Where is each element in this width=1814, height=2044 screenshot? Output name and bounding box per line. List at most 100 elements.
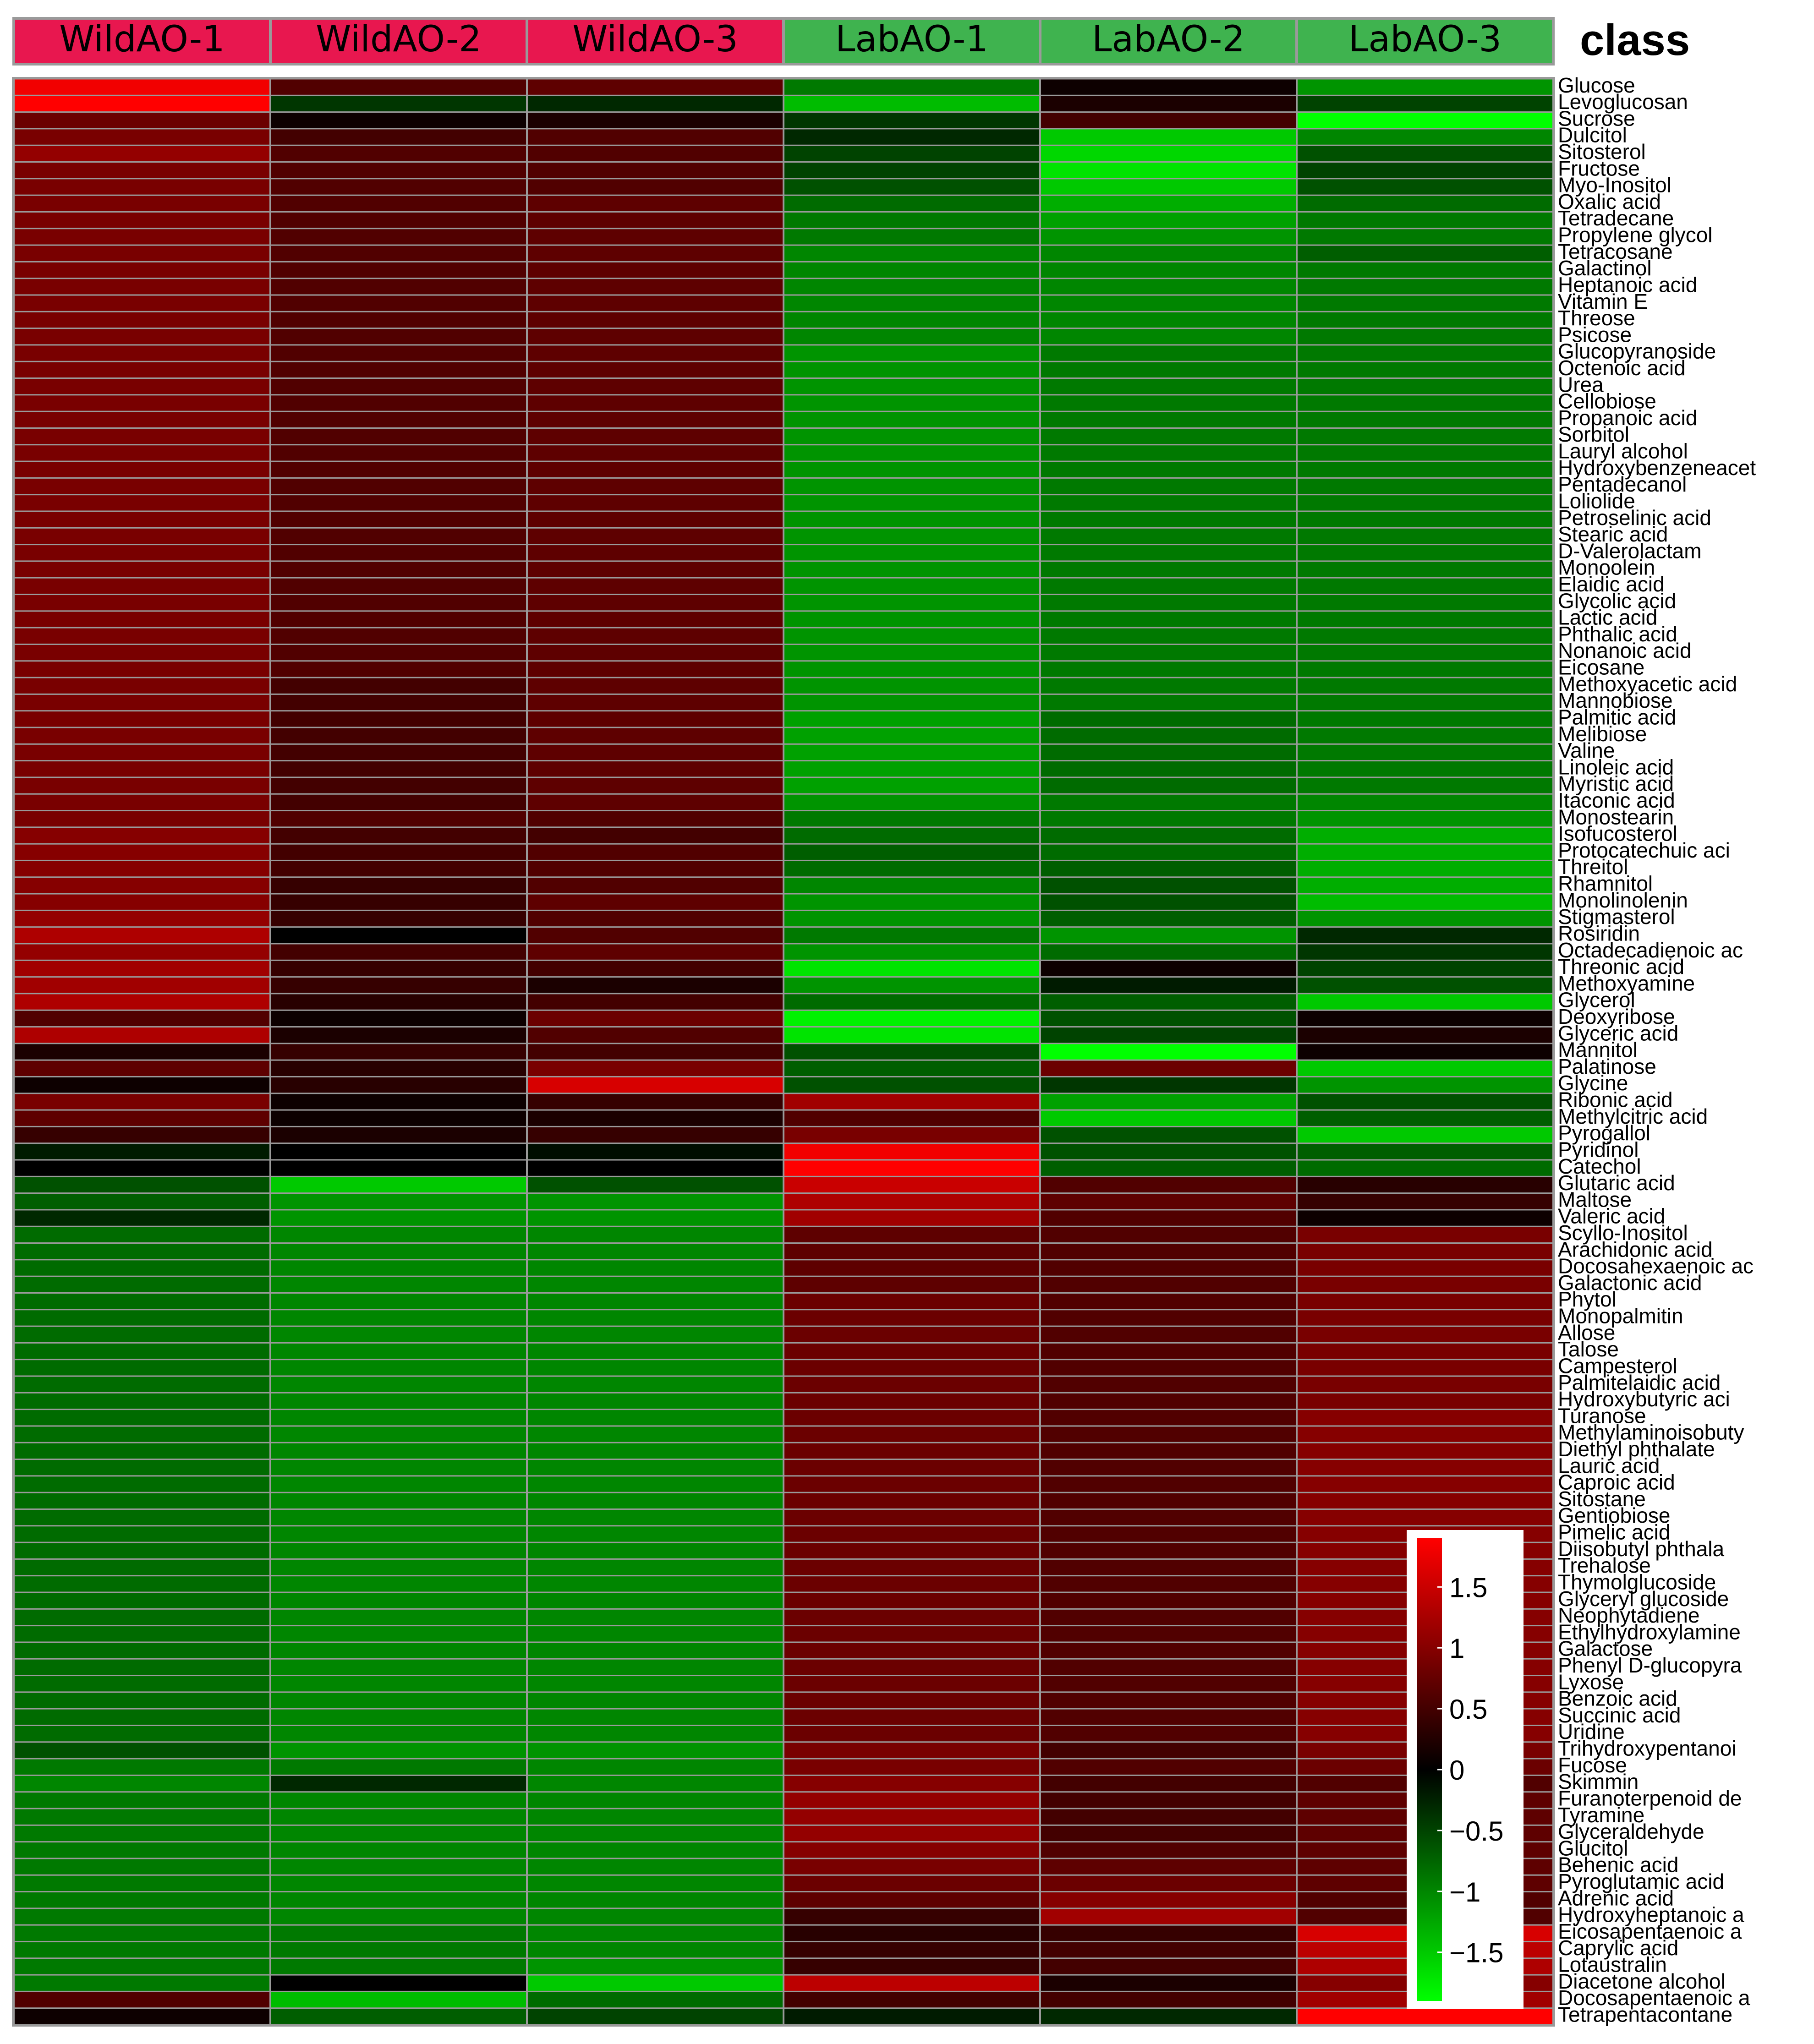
heatmap-cell [528, 1493, 783, 1508]
row-label: Octenoic acid [1558, 356, 1686, 380]
heatmap-cell [784, 129, 1039, 145]
heatmap-cell [1041, 412, 1296, 427]
heatmap-cell [1298, 345, 1552, 361]
heatmap-cell [271, 711, 526, 727]
heatmap-cell [1298, 911, 1552, 927]
heatmap-cell [528, 1726, 783, 1742]
heatmap-cell [271, 462, 526, 477]
heatmap-cell [784, 1693, 1039, 1708]
heatmap-cell [1041, 1177, 1296, 1193]
row-label: Sitosterol [1558, 140, 1646, 164]
row-label: Ethylhydroxylamine [1558, 1620, 1741, 1644]
row-label: Maltose [1558, 1187, 1632, 1211]
heatmap-cell [1041, 528, 1296, 544]
heatmap-cell [784, 528, 1039, 544]
heatmap-cell [1041, 1543, 1296, 1558]
heatmap-cell [271, 345, 526, 361]
heatmap-cell [1298, 163, 1552, 178]
heatmap-cell [271, 628, 526, 644]
heatmap-cell [528, 1643, 783, 1658]
heatmap-cell [1041, 1726, 1296, 1742]
heatmap-cell [784, 1177, 1039, 1193]
heatmap-cell [1041, 1842, 1296, 1858]
heatmap-cell [784, 1476, 1039, 1492]
heatmap-cell [784, 1094, 1039, 1109]
heatmap-cell [528, 1793, 783, 1808]
heatmap-cell [784, 562, 1039, 577]
heatmap-cell [1298, 1277, 1552, 1292]
heatmap-cell [271, 1343, 526, 1359]
heatmap-cell [784, 1044, 1039, 1060]
heatmap-cell [271, 1526, 526, 1542]
heatmap-cell [784, 595, 1039, 611]
colorbar-tick-label: 1.5 [1449, 1572, 1487, 1603]
heatmap-cell [15, 578, 269, 594]
column-header-group: WildAO-1 WildAO-2 WildAO-3 LabAO-1 LabAO-2 La… [12, 17, 1555, 66]
heatmap-cell [1298, 1227, 1552, 1243]
heatmap-cell [784, 1027, 1039, 1043]
heatmap-cell [271, 961, 526, 977]
heatmap-cell [15, 246, 269, 261]
heatmap-cell [528, 212, 783, 228]
colorbar-tick-label: −0.5 [1449, 1816, 1503, 1847]
heatmap-cell [271, 1892, 526, 1908]
heatmap-cell [1298, 562, 1552, 577]
heatmap-cell [15, 79, 269, 95]
heatmap-cell [784, 1609, 1039, 1625]
heatmap-cell [528, 1759, 783, 1775]
heatmap-cell [1041, 828, 1296, 843]
heatmap-cell [1041, 1144, 1296, 1159]
heatmap-cell [1298, 761, 1552, 777]
row-label: Furanoterpenoid de [1558, 1786, 1742, 1810]
row-label: Pimelic acid [1558, 1520, 1670, 1544]
heatmap-cell [271, 1709, 526, 1725]
heatmap-cell [528, 612, 783, 627]
heatmap-cell [784, 1559, 1039, 1575]
row-label: Deoxyribose [1558, 1005, 1675, 1028]
heatmap-cell [1298, 462, 1552, 477]
heatmap-cell [528, 1011, 783, 1027]
heatmap-cell [1041, 1310, 1296, 1326]
heatmap-cell [271, 1842, 526, 1858]
heatmap-cell [528, 562, 783, 577]
heatmap-cell [784, 1776, 1039, 1792]
heatmap-cell [271, 1127, 526, 1143]
heatmap-cell [271, 944, 526, 960]
heatmap-cell [528, 545, 783, 561]
heatmap-cell [784, 1793, 1039, 1808]
heatmap-cell [528, 1743, 783, 1758]
heatmap-cell [15, 861, 269, 877]
heatmap-cell [784, 961, 1039, 977]
heatmap-cell [1298, 1426, 1552, 1442]
heatmap-cell [528, 1460, 783, 1476]
heatmap-cell [271, 379, 526, 394]
heatmap-cell [528, 911, 783, 927]
row-label: Galactinol [1558, 256, 1652, 280]
row-label: Methylcitric acid [1558, 1104, 1708, 1128]
heatmap-cell [15, 728, 269, 743]
heatmap-cell [528, 1909, 783, 1924]
heatmap-cell [1041, 744, 1296, 760]
heatmap-cell [528, 1809, 783, 1825]
heatmap-cell [784, 1343, 1039, 1359]
heatmap-cell [528, 1393, 783, 1409]
heatmap-cell [1041, 1509, 1296, 1525]
heatmap-cell [15, 1559, 269, 1575]
heatmap-cell [271, 1244, 526, 1259]
row-label: Stigmasterol [1558, 905, 1675, 929]
heatmap-cell [1298, 694, 1552, 710]
heatmap-cell [15, 678, 269, 694]
heatmap-cell [1041, 811, 1296, 827]
heatmap-cell [271, 1476, 526, 1492]
heatmap-cell [1041, 1410, 1296, 1426]
heatmap-cell [1298, 79, 1552, 95]
heatmap-cell [528, 1210, 783, 1226]
heatmap-cell [784, 1726, 1039, 1742]
heatmap-cell [1298, 961, 1552, 977]
heatmap-cell [784, 146, 1039, 162]
heatmap-cell [271, 1060, 526, 1076]
heatmap-cell [271, 1260, 526, 1276]
row-label: Propanoic acid [1558, 406, 1697, 430]
heatmap-cell [271, 928, 526, 943]
heatmap-cell [271, 595, 526, 611]
